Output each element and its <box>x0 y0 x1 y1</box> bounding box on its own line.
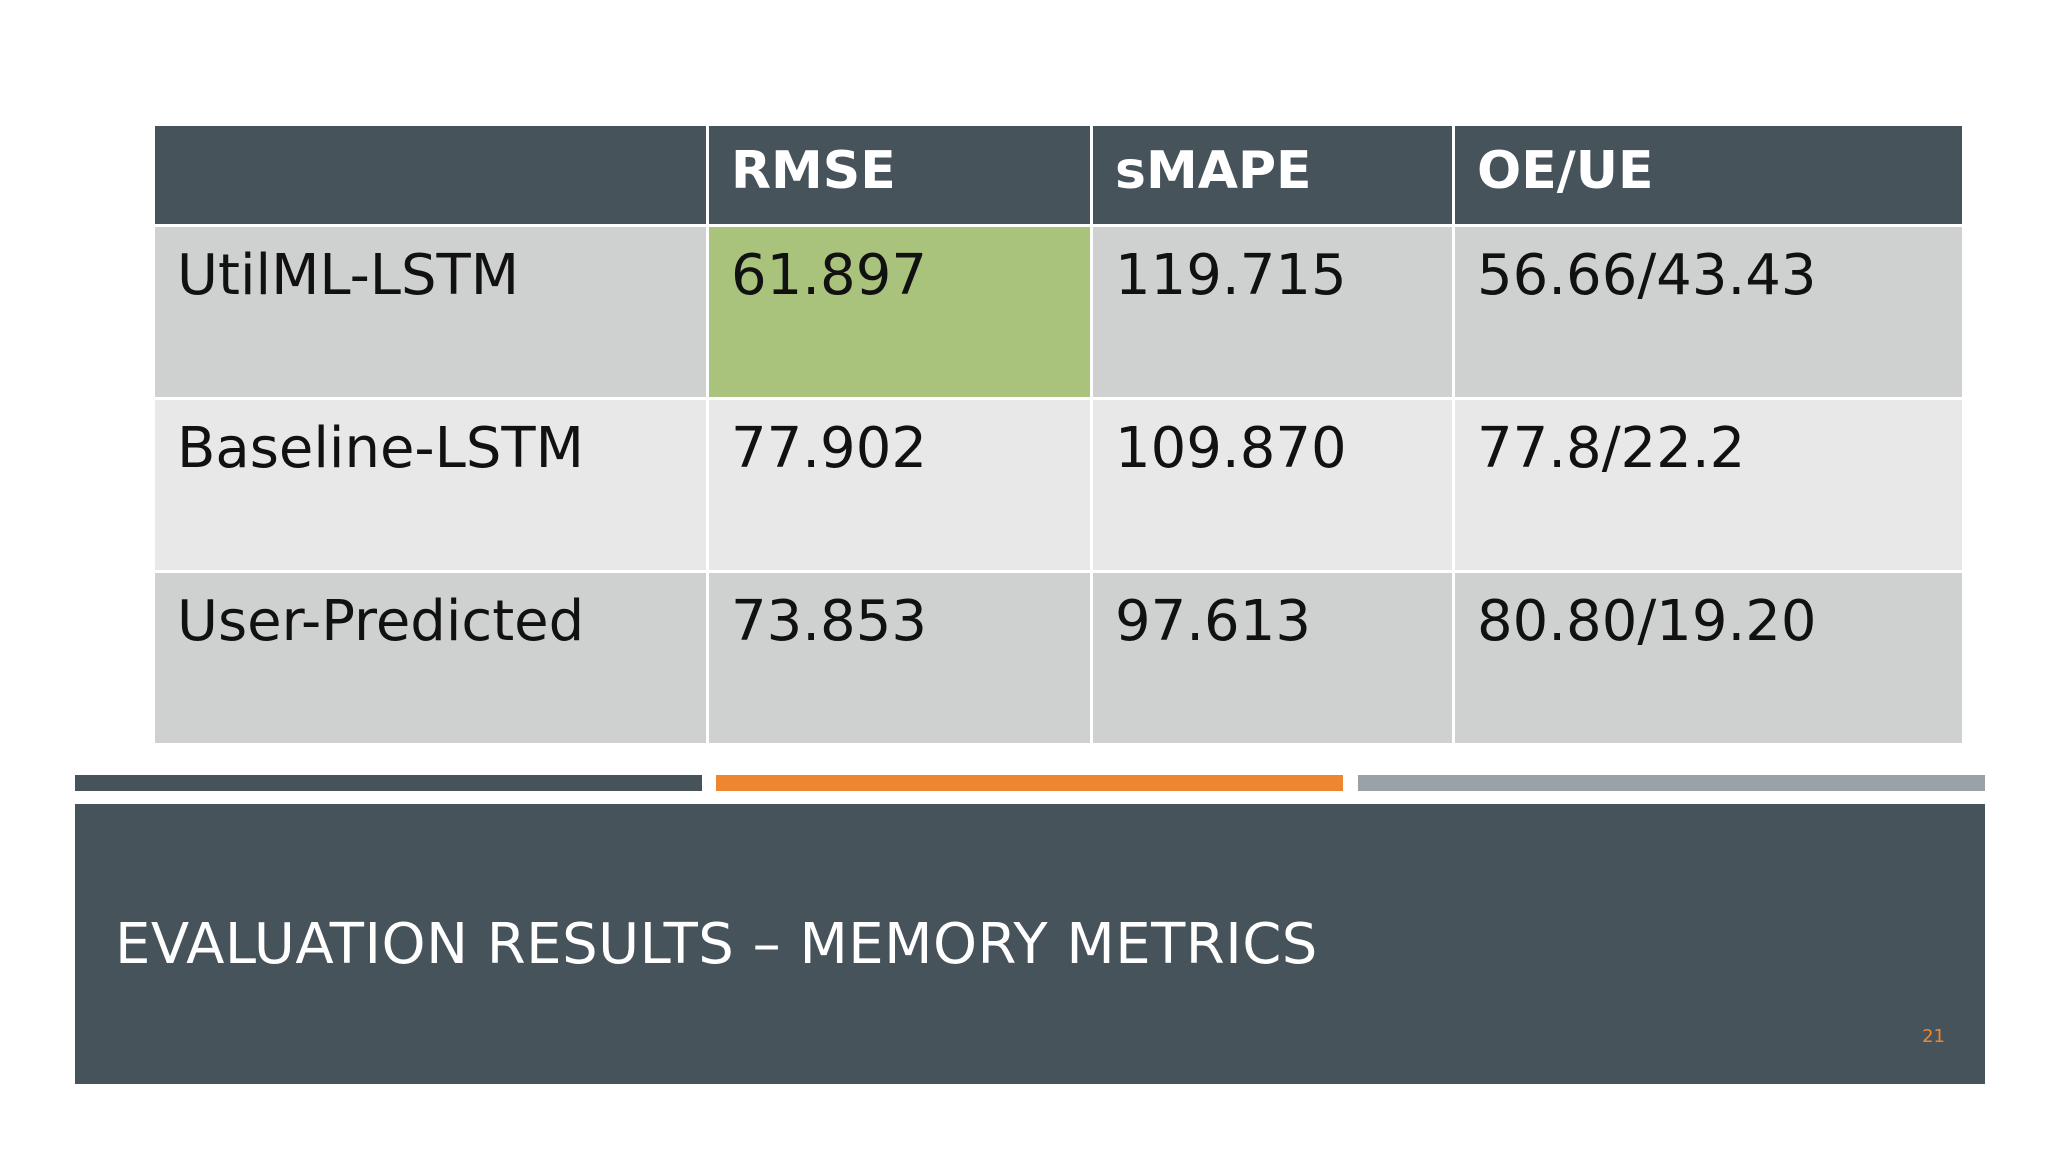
table-row: User-Predicted 73.853 97.613 80.80/19.20 <box>152 570 1965 746</box>
header-cell-smape: sMAPE <box>1090 123 1455 227</box>
row-label: Baseline-LSTM <box>152 397 709 573</box>
divider-bar-orange <box>716 775 1343 791</box>
oe-ue-value: 80.80/19.20 <box>1452 570 1965 746</box>
smape-value: 119.715 <box>1090 224 1455 400</box>
table-row: Baseline-LSTM 77.902 109.870 77.8/22.2 <box>152 397 1965 573</box>
slide-number: 21 <box>1922 1026 1945 1047</box>
smape-value: 97.613 <box>1090 570 1455 746</box>
title-band: EVALUATION RESULTS – MEMORY METRICS 21 <box>75 804 1985 1084</box>
row-label: User-Predicted <box>152 570 709 746</box>
results-table: RMSE sMAPE OE/UE UtilML-LSTM 61.897 119.… <box>152 123 1965 746</box>
oe-ue-value: 56.66/43.43 <box>1452 224 1965 400</box>
rmse-value: 73.853 <box>706 570 1093 746</box>
smape-value: 109.870 <box>1090 397 1455 573</box>
header-cell-empty <box>152 123 709 227</box>
row-label: UtilML-LSTM <box>152 224 709 400</box>
table-row: UtilML-LSTM 61.897 119.715 56.66/43.43 <box>152 224 1965 400</box>
divider-bar-gray <box>1358 775 1985 791</box>
slide-title: EVALUATION RESULTS – MEMORY METRICS <box>115 912 1318 977</box>
rmse-value: 77.902 <box>706 397 1093 573</box>
header-cell-oe-ue: OE/UE <box>1452 123 1965 227</box>
divider-bar-dark <box>75 775 702 791</box>
rmse-value-best: 61.897 <box>706 224 1093 400</box>
table-header-row: RMSE sMAPE OE/UE <box>152 123 1965 227</box>
oe-ue-value: 77.8/22.2 <box>1452 397 1965 573</box>
header-cell-rmse: RMSE <box>706 123 1093 227</box>
